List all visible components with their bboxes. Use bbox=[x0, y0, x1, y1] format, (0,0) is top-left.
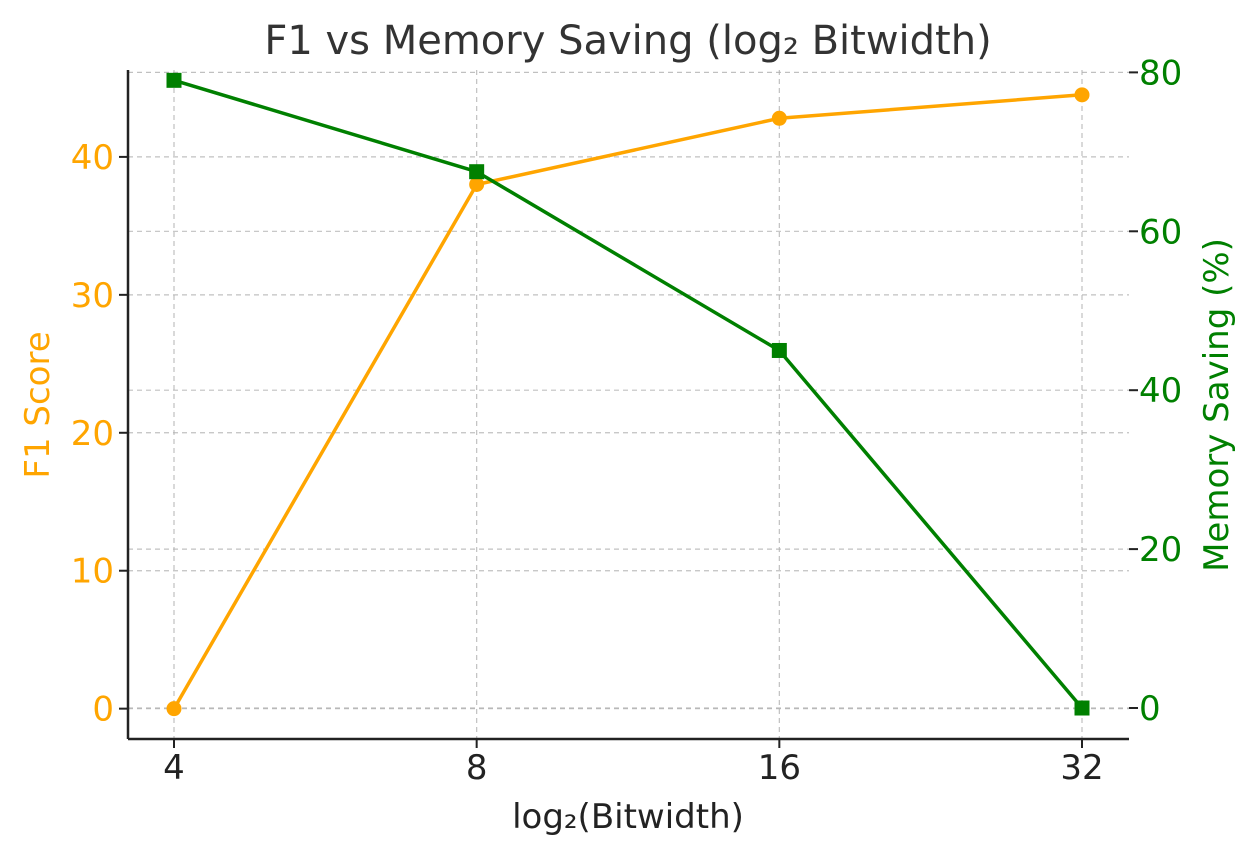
x-tick-label: 32 bbox=[1060, 748, 1103, 788]
x-tick-label: 16 bbox=[758, 748, 801, 788]
y-right-tick-label: 80 bbox=[1139, 53, 1182, 93]
y-left-tick-label: 10 bbox=[71, 552, 114, 592]
series-layer bbox=[167, 73, 1090, 716]
y-right-axis-title: Memory Saving (%) bbox=[1197, 238, 1237, 572]
y-left-tick-label: 30 bbox=[71, 276, 114, 316]
chart-title: F1 vs Memory Saving (log₂ Bitwidth) bbox=[264, 18, 991, 64]
data-point-square bbox=[469, 164, 484, 179]
data-point-square bbox=[1075, 701, 1090, 716]
axes bbox=[128, 70, 1129, 739]
data-point-square bbox=[167, 73, 182, 88]
series-2-line bbox=[174, 80, 1082, 708]
data-point-circle bbox=[167, 701, 182, 716]
series-1-line bbox=[174, 95, 1082, 709]
y-left-tick-label: 0 bbox=[92, 690, 114, 730]
x-axis-title: log₂(Bitwidth) bbox=[512, 797, 744, 837]
y-right-tick-label: 40 bbox=[1139, 371, 1182, 411]
grid-lines bbox=[128, 70, 1129, 739]
y-left-tick-label: 20 bbox=[71, 414, 114, 454]
y-left-axis-title: F1 Score bbox=[18, 331, 58, 478]
data-point-square bbox=[772, 343, 787, 358]
series-1 bbox=[167, 87, 1090, 716]
x-tick-label: 8 bbox=[466, 748, 488, 788]
y-right-tick-label: 0 bbox=[1139, 689, 1161, 729]
data-point-circle bbox=[469, 177, 484, 192]
series-2 bbox=[167, 73, 1090, 716]
ticks: 4 8 16 32 0 10 20 30 40 0 20 40 60 80 bbox=[71, 53, 1183, 788]
data-point-circle bbox=[772, 111, 787, 126]
data-point-circle bbox=[1075, 87, 1090, 102]
y-right-tick-label: 20 bbox=[1139, 530, 1182, 570]
y-right-tick-label: 60 bbox=[1139, 212, 1182, 252]
y-left-tick-label: 40 bbox=[71, 138, 114, 178]
x-tick-label: 4 bbox=[163, 748, 185, 788]
